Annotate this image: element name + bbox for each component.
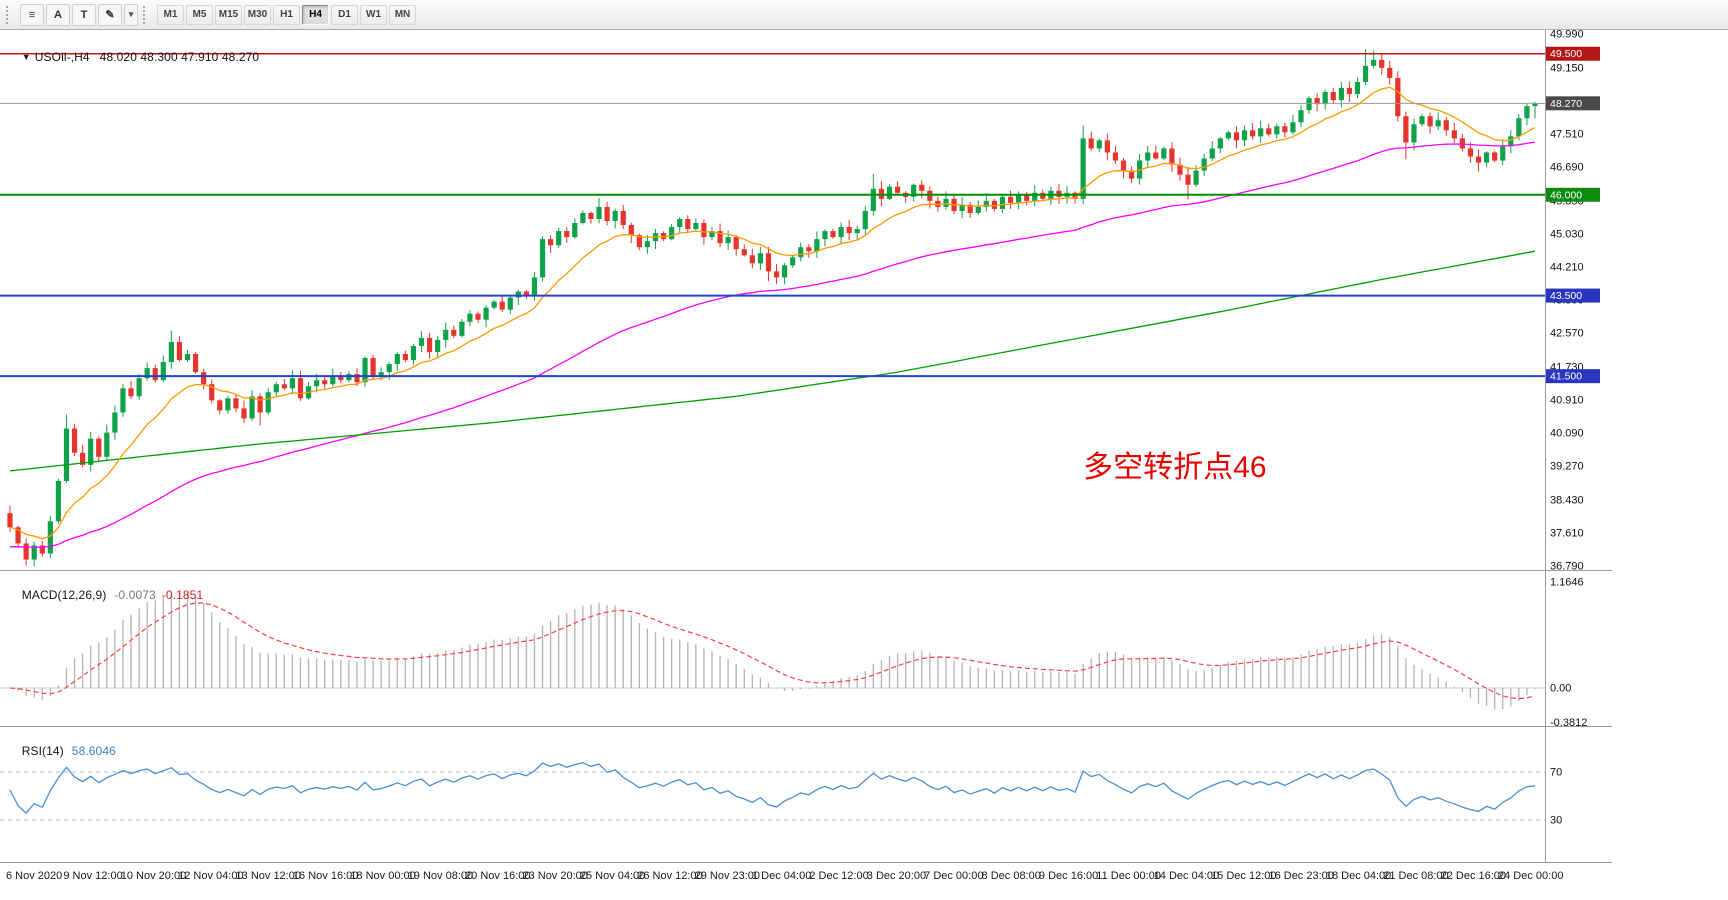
macd-axis-tick: 0.00 xyxy=(1550,683,1571,695)
price-axis[interactable]: 49.99049.15047.51046.69045.85045.03044.2… xyxy=(1546,30,1600,573)
time-axis-label: 11 Dec 00:00 xyxy=(1096,870,1161,882)
svg-text:46.690: 46.690 xyxy=(1550,162,1584,174)
svg-text:36.790: 36.790 xyxy=(1550,561,1584,573)
svg-text:37.610: 37.610 xyxy=(1550,527,1584,539)
svg-text:49.150: 49.150 xyxy=(1550,62,1584,74)
time-axis-label: 10 Nov 20:00 xyxy=(121,870,186,882)
price-badge-43.500 xyxy=(1546,288,1600,303)
time-axis-label: 26 Nov 12:00 xyxy=(637,870,702,882)
time-axis-label: 25 Nov 04:00 xyxy=(580,870,645,882)
time-axis-label: 16 Dec 23:00 xyxy=(1268,870,1333,882)
timeframe-button-m30[interactable]: M30 xyxy=(244,4,271,25)
timeframe-button-m1[interactable]: M1 xyxy=(157,4,184,25)
time-axis-label: 18 Dec 04:00 xyxy=(1326,870,1391,882)
rsi-label-text: RSI(14) xyxy=(21,744,64,758)
text-tool-icon[interactable]: T xyxy=(72,3,96,26)
toolbar-grip-2[interactable] xyxy=(143,5,149,24)
time-axis-label: 2 Dec 12:00 xyxy=(809,870,868,882)
price-badge-48.270 xyxy=(1546,96,1600,111)
svg-text:46.000: 46.000 xyxy=(1550,189,1582,201)
ma-mid-line xyxy=(9,141,1536,548)
svg-text:42.570: 42.570 xyxy=(1550,328,1584,340)
macd-axis-tick: -0.3812 xyxy=(1550,717,1587,729)
macd-signal-line xyxy=(9,602,1536,700)
timeframe-button-mn[interactable]: MN xyxy=(389,4,416,25)
time-axis-label: 22 Dec 16:00 xyxy=(1441,870,1506,882)
chart-annotation-text[interactable]: 多空转折点46 xyxy=(1083,451,1266,484)
time-axis-label: 18 Nov 00:00 xyxy=(350,870,415,882)
svg-text:40.910: 40.910 xyxy=(1550,394,1584,406)
timeframe-button-m5[interactable]: M5 xyxy=(186,4,213,25)
rsi-axis-tick: 30 xyxy=(1550,815,1562,827)
svg-text:49.500: 49.500 xyxy=(1550,48,1582,60)
price-badge-41.500 xyxy=(1546,369,1600,384)
macd-main-value: -0.0073 xyxy=(114,588,156,602)
ma-fast-line xyxy=(9,86,1536,540)
time-axis-label: 15 Dec 12:00 xyxy=(1211,870,1276,882)
price-badge-49.500 xyxy=(1546,46,1600,61)
time-axis-label: 6 Nov 2020 xyxy=(6,870,62,882)
svg-text:45.030: 45.030 xyxy=(1550,228,1584,240)
main-toolbar: ≡ A T ✎ ▾ M1 M5 M15 M30 H1 H4 D1 W1 MN xyxy=(0,0,1728,30)
toolbar-grip[interactable] xyxy=(6,5,12,24)
symbol-timeframe-text: USOil-,H4 xyxy=(34,50,90,64)
time-axis-label: 9 Dec 16:00 xyxy=(1039,870,1098,882)
chart-window[interactable]: 多空转折点4649.99049.15047.51046.69045.85045.… xyxy=(0,30,1728,900)
time-axis-label: 7 Dec 00:00 xyxy=(924,870,983,882)
draw-tool-icon[interactable]: ✎ xyxy=(98,3,122,26)
svg-text:48.270: 48.270 xyxy=(1550,98,1582,110)
timeframe-button-w1[interactable]: W1 xyxy=(360,4,387,25)
price-badge-46.000 xyxy=(1546,187,1600,202)
svg-text:47.510: 47.510 xyxy=(1550,128,1584,140)
time-axis-label: 16 Nov 16:00 xyxy=(293,870,358,882)
time-axis-label: 19 Nov 08:00 xyxy=(408,870,473,882)
time-axis-label: 12 Nov 04:00 xyxy=(178,870,243,882)
time-axis-label: 3 Dec 20:00 xyxy=(867,870,926,882)
rsi-indicator-label: RSI(14) 58.6046 xyxy=(8,730,116,772)
macd-indicator-label: MACD(12,26,9) -0.0073 -0.1851 xyxy=(8,574,203,616)
time-axis-label: 23 Nov 20:00 xyxy=(522,870,587,882)
macd-axis-tick: 1.1646 xyxy=(1550,577,1584,589)
chart-list-icon[interactable]: ≡ xyxy=(20,3,44,26)
candlestick-series xyxy=(7,48,1538,567)
timeframe-button-d1[interactable]: D1 xyxy=(331,4,358,25)
svg-text:41.500: 41.500 xyxy=(1550,371,1582,383)
svg-text:49.990: 49.990 xyxy=(1550,30,1584,41)
rsi-line xyxy=(9,762,1536,815)
timeframe-button-h4[interactable]: H4 xyxy=(302,4,329,25)
time-axis-label: 24 Dec 00:00 xyxy=(1498,870,1563,882)
drawing-toolbar: ≡ A T ✎ ▾ xyxy=(20,3,138,26)
dropdown-arrow-icon[interactable]: ▾ xyxy=(124,3,138,26)
rsi-value: 58.6046 xyxy=(71,744,116,758)
cursor-tool-icon[interactable]: A xyxy=(46,3,70,26)
time-axis-label: 21 Dec 08:00 xyxy=(1383,870,1448,882)
svg-text:43.500: 43.500 xyxy=(1550,290,1582,302)
time-axis-label: 1 Dec 04:00 xyxy=(752,870,811,882)
svg-text:44.210: 44.210 xyxy=(1550,261,1584,273)
time-axis-label: 9 Nov 12:00 xyxy=(63,870,122,882)
symbol-dropdown-icon[interactable]: ▼ xyxy=(21,52,31,62)
timeframe-toolbar: M1 M5 M15 M30 H1 H4 D1 W1 MN xyxy=(157,4,416,25)
time-axis-label: 29 Nov 23:00 xyxy=(695,870,760,882)
timeframe-button-m15[interactable]: M15 xyxy=(215,4,242,25)
svg-text:38.430: 38.430 xyxy=(1550,494,1584,506)
svg-text:40.090: 40.090 xyxy=(1550,428,1584,440)
time-axis-label: 13 Nov 12:00 xyxy=(236,870,301,882)
time-axis-label: 20 Nov 16:00 xyxy=(465,870,530,882)
time-axis-label: 14 Dec 04:00 xyxy=(1154,870,1219,882)
symbol-ohlc-label: ▼ USOil-,H4 48.020 48.300 47.910 48.270 xyxy=(8,36,259,78)
macd-signal-value: -0.1851 xyxy=(161,588,204,602)
rsi-axis-tick: 70 xyxy=(1550,767,1562,779)
time-axis-label: 8 Dec 08:00 xyxy=(982,870,1041,882)
timeframe-button-h1[interactable]: H1 xyxy=(273,4,300,25)
svg-text:39.270: 39.270 xyxy=(1550,461,1584,473)
chart-canvas[interactable]: 多空转折点4649.99049.15047.51046.69045.85045.… xyxy=(0,30,1728,900)
ohlc-values: 48.020 48.300 47.910 48.270 xyxy=(99,50,260,64)
macd-label-text: MACD(12,26,9) xyxy=(21,588,107,602)
ma-slow-line xyxy=(9,250,1536,472)
macd-histogram xyxy=(17,591,1536,710)
